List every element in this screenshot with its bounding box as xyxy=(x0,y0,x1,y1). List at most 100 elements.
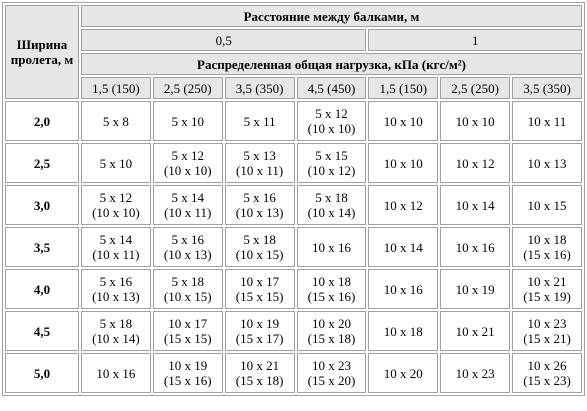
section-size: 10 x 16 xyxy=(455,239,495,255)
section-size: 10 x 20 xyxy=(383,365,423,381)
section-size: 10 x 14 xyxy=(383,239,423,255)
section-size: 5 x 8 xyxy=(102,113,129,129)
section-cell: 5 x 16 (10 x 13) xyxy=(224,185,295,225)
section-cell: 5 x 8 xyxy=(81,101,151,141)
section-size: 5 x 18 xyxy=(315,190,348,205)
section-cell: 10 x 15 xyxy=(512,185,582,225)
section-cell: 10 x 18 xyxy=(368,311,439,351)
data-row: 5,0 10 x 16 10 x 19 (15 x 16) 10 x 21 (15 x 1… xyxy=(5,353,582,393)
section-size: (10 x 12) xyxy=(307,163,356,178)
section-size: 10 x 19 xyxy=(240,316,280,331)
section-size: (15 x 20) xyxy=(307,373,356,388)
section-cell: 5 x 12 (10 x 10) xyxy=(296,101,367,141)
span-value: 4,5 xyxy=(5,311,79,351)
section-cell: 10 x 16 xyxy=(440,227,511,267)
header-row: Распределенная общая нагрузка, кПа (кгс/… xyxy=(5,53,582,75)
section-size: 10 x 14 xyxy=(455,197,495,213)
section-cell: 10 x 10 xyxy=(368,143,439,183)
section-cell: 10 x 12 xyxy=(368,185,439,225)
load-value: 1,5 (150) xyxy=(368,77,439,99)
section-cell: 10 x 23 (15 x 20) xyxy=(296,353,367,393)
load-header: Распределенная общая нагрузка, кПа (кгс/… xyxy=(81,53,582,75)
section-size: 10 x 21 xyxy=(527,274,567,289)
section-cell: 10 x 21 xyxy=(440,311,511,351)
section-size: 10 x 16 xyxy=(96,365,136,381)
span-value: 2,5 xyxy=(5,143,79,183)
section-size: 5 x 18 xyxy=(171,274,205,289)
section-size: (10 x 10) xyxy=(307,121,356,136)
section-size: 10 x 20 xyxy=(311,316,351,331)
section-size: (10 x 10) xyxy=(163,163,212,178)
section-size: 10 x 10 xyxy=(383,113,423,129)
section-size: (10 x 13) xyxy=(92,289,140,304)
span-header: Ширина пролета, м xyxy=(5,5,79,99)
span-value: 4,0 xyxy=(5,269,79,309)
section-size: 10 x 16 xyxy=(383,281,423,297)
spacing-value: 1 xyxy=(368,29,582,51)
section-size: 5 x 16 xyxy=(99,274,133,289)
section-cell: 10 x 14 xyxy=(368,227,439,267)
section-size: 10 x 23 xyxy=(527,316,567,331)
section-cell: 10 x 16 xyxy=(81,353,151,393)
section-size: 5 x 18 xyxy=(99,316,133,331)
header-row: Ширина пролета, м Расстояние между балка… xyxy=(5,5,582,99)
section-cell: 10 x 19 (15 x 17) xyxy=(224,311,295,351)
span-value: 5,0 xyxy=(5,353,79,393)
data-row: 3,0 5 x 12 (10 x 10) 5 x 14 (10 x 11) 5 x 16(… xyxy=(5,185,582,225)
section-cell: 10 x 21 (15 x 18) xyxy=(224,353,295,393)
section-size: 10 x 15 xyxy=(527,197,567,213)
section-size: 5 x 16 xyxy=(243,190,276,205)
section-size: 5 x 10 xyxy=(171,113,205,129)
span-value: 3,0 xyxy=(5,185,79,225)
section-cell: 10 x 23 (15 x 21) xyxy=(512,311,582,351)
section-cell: 10 x 20 xyxy=(368,353,439,393)
section-cell: 10 x 26 (15 x 23) xyxy=(512,353,582,393)
section-cell: 10 x 16 xyxy=(296,227,367,267)
section-cell: 10 x 19 (15 x 16) xyxy=(152,353,223,393)
section-cell: 5 x 12 (10 x 10) xyxy=(152,143,223,183)
section-size: 10 x 12 xyxy=(383,197,423,213)
section-size: 10 x 17 xyxy=(168,316,208,331)
spacing-header: Расстояние между балками, м xyxy=(81,5,582,27)
header-row: 0,5 1 xyxy=(5,29,582,51)
section-size: (15 x 17) xyxy=(235,331,284,346)
section-cell: 5 x 11 xyxy=(224,101,295,141)
data-row: 2,5 5 x 10 5 x 12 (10 x 10) 5 x 13 (10 x 11) 5… xyxy=(5,143,582,183)
data-row: 2,0 5 x 8 5 x 10 5 x 11 5 x 12 (10 x 10) 10 x … xyxy=(5,101,582,141)
section-cell: 5 x 10 xyxy=(152,101,223,141)
section-cell: 5 x 14 (10 x 11) xyxy=(152,185,223,225)
section-size: 10 x 10 xyxy=(383,155,423,171)
section-cell: 5 x 16 (10 x 13) xyxy=(152,227,223,267)
section-size: 10 x 13 xyxy=(527,155,567,171)
section-size: (10 x 15) xyxy=(235,247,284,262)
table-header: Ширина пролета, м Расстояние между балка… xyxy=(5,5,582,99)
section-size: 5 x 11 xyxy=(243,113,276,129)
load-value: 2,5 (250) xyxy=(152,77,223,99)
section-size: (10 x 15) xyxy=(163,289,212,304)
section-size: (10 x 14) xyxy=(307,205,356,220)
section-cell: 10 x 18 (15 x 16) xyxy=(512,227,582,267)
section-size: (10 x 13) xyxy=(235,205,284,220)
section-size: 5 x 13 xyxy=(243,148,276,163)
span-value: 3,5 xyxy=(5,227,79,267)
section-size: 5 x 18 xyxy=(243,232,276,247)
section-cell: 10 x 17 (15 x 15) xyxy=(152,311,223,351)
section-size: 10 x 16 xyxy=(311,239,351,255)
section-cell: 10 x 23 xyxy=(440,353,511,393)
section-size: (15 x 23) xyxy=(523,373,571,388)
section-size: 5 x 12 xyxy=(315,106,348,121)
section-size: (10 x 13) xyxy=(163,247,212,262)
section-size: 10 x 23 xyxy=(311,358,351,373)
section-cell: 5 x 18 (10 x 15) xyxy=(152,269,223,309)
section-size: (10 x 11) xyxy=(164,205,212,220)
data-row: 3,5 5 x 14 (10 x 11) 5 x 16 (10 x 13) 5 x 18(… xyxy=(5,227,582,267)
section-size: 10 x 23 xyxy=(455,365,495,381)
load-value: 1,5 (150) xyxy=(81,77,151,99)
section-size: 10 x 18 xyxy=(527,232,567,247)
section-size: (10 x 11) xyxy=(92,247,140,262)
section-size: 10 x 21 xyxy=(455,323,495,339)
section-size: 5 x 14 xyxy=(171,190,205,205)
section-size: 5 x 10 xyxy=(99,155,133,171)
